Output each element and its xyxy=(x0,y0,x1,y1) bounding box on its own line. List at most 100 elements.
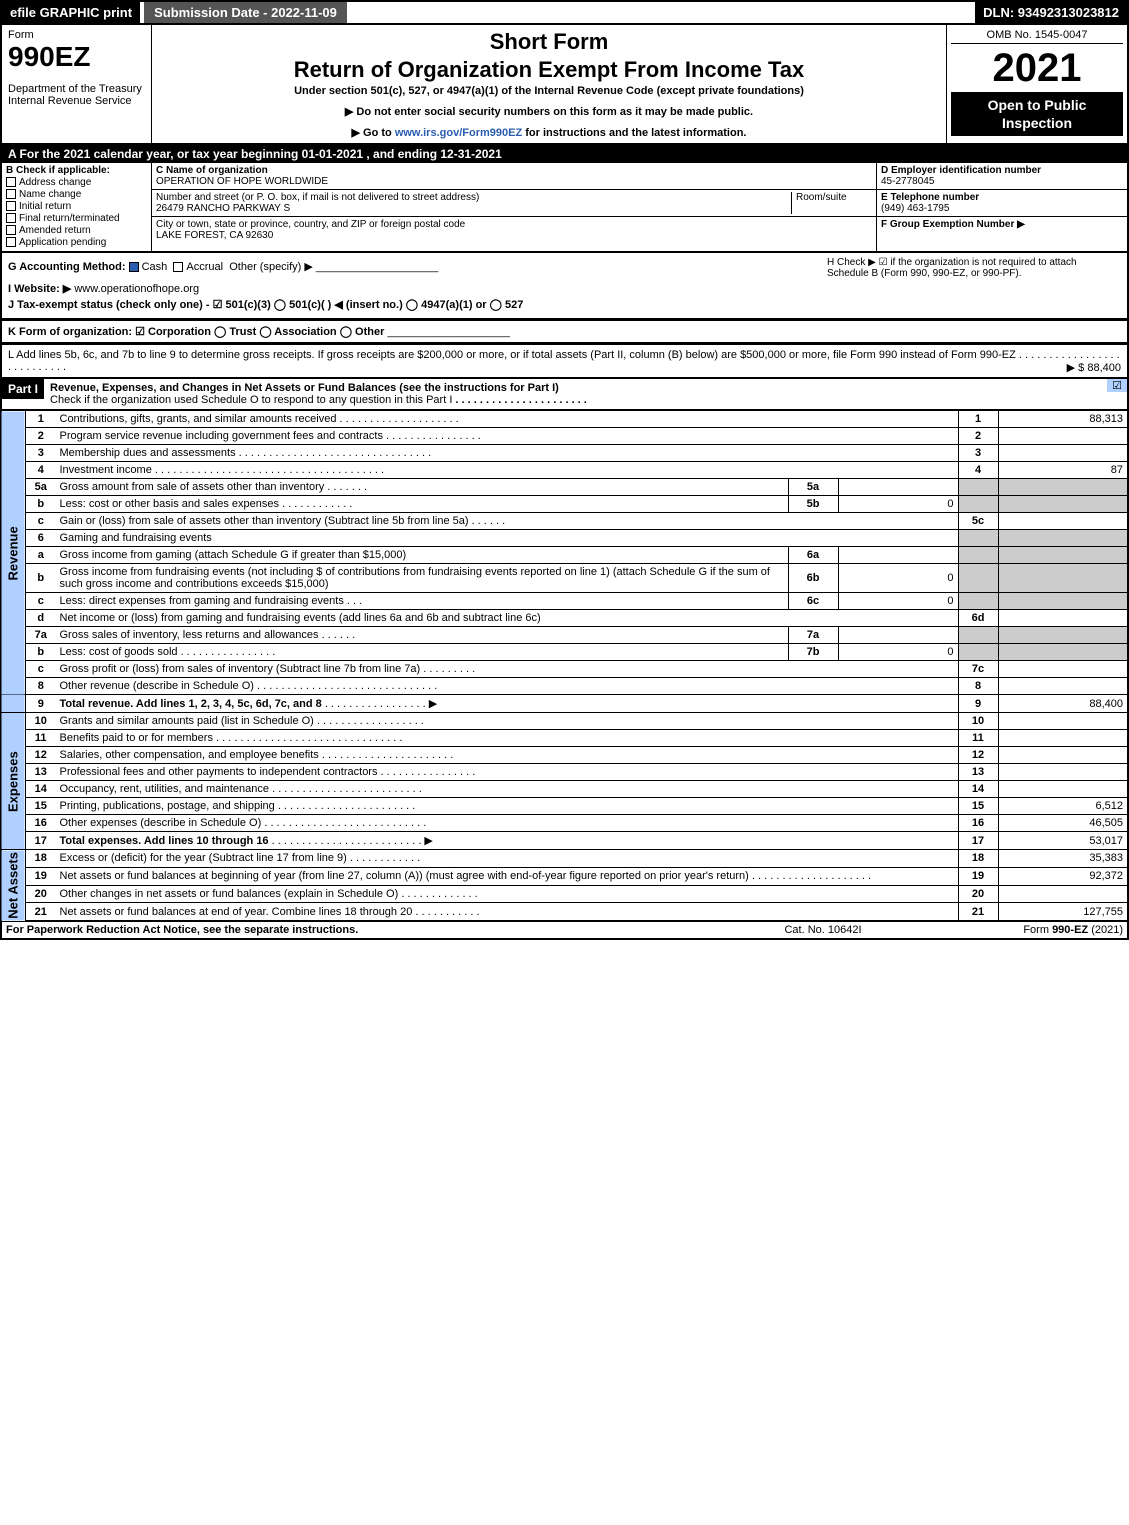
l13-val xyxy=(998,764,1128,781)
cb-final-return[interactable]: Final return/terminated xyxy=(6,213,147,224)
ssn-note: ▶ Do not enter social security numbers o… xyxy=(160,105,938,118)
l6a-val-shaded xyxy=(998,547,1128,564)
inspection-badge: Open to Public Inspection xyxy=(951,92,1123,136)
l6-label-shaded xyxy=(958,530,998,547)
l15-desc: Printing, publications, postage, and shi… xyxy=(56,798,959,815)
l17-num: 17 xyxy=(26,832,56,850)
l6c-num: c xyxy=(26,593,56,610)
footer-left: For Paperwork Reduction Act Notice, see … xyxy=(6,924,723,936)
l18-val: 35,383 xyxy=(998,850,1128,868)
column-def: D Employer identification number 45-2778… xyxy=(877,163,1127,251)
omb-number: OMB No. 1545-0047 xyxy=(951,29,1123,44)
l5b-sub: 5b xyxy=(788,496,838,513)
l17-label: 17 xyxy=(958,832,998,850)
line-l: L Add lines 5b, 6c, and 7b to line 9 to … xyxy=(0,344,1129,379)
line-k: K Form of organization: ☑ Corporation ◯ … xyxy=(0,320,1129,344)
l5c-val xyxy=(998,513,1128,530)
l7c-desc: Gross profit or (loss) from sales of inv… xyxy=(56,661,959,678)
l5a-num: 5a xyxy=(26,479,56,496)
l7a-label-shaded xyxy=(958,627,998,644)
l13-num: 13 xyxy=(26,764,56,781)
f-group-label: F Group Exemption Number ▶ xyxy=(881,219,1025,230)
form-subtitle: Under section 501(c), 527, or 4947(a)(1)… xyxy=(160,85,938,97)
l4-desc: Investment income . . . . . . . . . . . … xyxy=(56,462,959,479)
phone-value: (949) 463-1795 xyxy=(881,203,949,214)
cb-initial-return[interactable]: Initial return xyxy=(6,201,147,212)
footer-right: Form 990-EZ (2021) xyxy=(923,924,1123,936)
cb-address-change[interactable]: Address change xyxy=(6,177,147,188)
org-name: OPERATION OF HOPE WORLDWIDE xyxy=(156,176,328,187)
city-value: LAKE FOREST, CA 92630 xyxy=(156,230,273,241)
l5b-label-shaded xyxy=(958,496,998,513)
l7a-desc: Gross sales of inventory, less returns a… xyxy=(56,627,789,644)
l14-val xyxy=(998,781,1128,798)
l6b-desc: Gross income from fundraising events (no… xyxy=(56,564,789,593)
l6d-desc: Net income or (loss) from gaming and fun… xyxy=(56,610,959,627)
l7b-desc: Less: cost of goods sold . . . . . . . .… xyxy=(56,644,789,661)
l5a-val-shaded xyxy=(998,479,1128,496)
l2-label: 2 xyxy=(958,428,998,445)
irs-link[interactable]: www.irs.gov/Form990EZ xyxy=(395,127,522,139)
city-label: City or town, state or province, country… xyxy=(156,219,465,230)
room-suite-label: Room/suite xyxy=(792,192,872,214)
department-label: Department of the Treasury xyxy=(8,83,145,95)
part1-header: Part I Revenue, Expenses, and Changes in… xyxy=(0,379,1129,411)
l6d-val xyxy=(998,610,1128,627)
l6-desc: Gaming and fundraising events xyxy=(56,530,959,547)
website-link[interactable]: www.operationofhope.org xyxy=(74,283,199,295)
l6a-label-shaded xyxy=(958,547,998,564)
l15-label: 15 xyxy=(958,798,998,815)
l7c-num: c xyxy=(26,661,56,678)
l20-num: 20 xyxy=(26,885,56,903)
form-number: 990EZ xyxy=(8,41,145,73)
l17-desc: Total expenses. Add lines 10 through 16 … xyxy=(56,832,959,850)
l21-label: 21 xyxy=(958,903,998,921)
l1-desc: Contributions, gifts, grants, and simila… xyxy=(56,411,959,428)
form-header: Form 990EZ Department of the Treasury In… xyxy=(0,23,1129,145)
info-block: G Accounting Method: Cash Accrual Other … xyxy=(0,253,1129,320)
l13-desc: Professional fees and other payments to … xyxy=(56,764,959,781)
l6b-num: b xyxy=(26,564,56,593)
l6b-sub: 6b xyxy=(788,564,838,593)
cb-name-change[interactable]: Name change xyxy=(6,189,147,200)
l6d-label: 6d xyxy=(958,610,998,627)
line-h: H Check ▶ ☑ if the organization is not r… xyxy=(821,257,1121,279)
netassets-side-label: Net Assets xyxy=(1,850,26,922)
ein-value: 45-2778045 xyxy=(881,176,934,187)
l7c-val xyxy=(998,661,1128,678)
efile-button[interactable]: efile GRAPHIC print xyxy=(2,2,140,23)
l3-label: 3 xyxy=(958,445,998,462)
l2-num: 2 xyxy=(26,428,56,445)
l11-num: 11 xyxy=(26,730,56,747)
part1-checkbox[interactable]: ☑ xyxy=(1107,379,1127,392)
l10-val xyxy=(998,713,1128,730)
part1-tab: Part I xyxy=(2,379,44,399)
l2-desc: Program service revenue including govern… xyxy=(56,428,959,445)
cb-accrual[interactable] xyxy=(173,262,183,272)
cb-cash[interactable] xyxy=(129,262,139,272)
l8-desc: Other revenue (describe in Schedule O) .… xyxy=(56,678,959,695)
l5c-label: 5c xyxy=(958,513,998,530)
irs-label: Internal Revenue Service xyxy=(8,95,145,107)
gross-receipts: ▶ $ 88,400 xyxy=(1067,361,1121,374)
l15-val: 6,512 xyxy=(998,798,1128,815)
cb-application-pending[interactable]: Application pending xyxy=(6,237,147,248)
cb-amended-return[interactable]: Amended return xyxy=(6,225,147,236)
l19-num: 19 xyxy=(26,867,56,885)
l11-val xyxy=(998,730,1128,747)
l3-desc: Membership dues and assessments . . . . … xyxy=(56,445,959,462)
line-j: J Tax-exempt status (check only one) - ☑… xyxy=(8,298,1121,311)
l8-label: 8 xyxy=(958,678,998,695)
l6c-sub: 6c xyxy=(788,593,838,610)
b-label: B Check if applicable: xyxy=(6,165,110,176)
l12-desc: Salaries, other compensation, and employ… xyxy=(56,747,959,764)
l7b-num: b xyxy=(26,644,56,661)
l6-val-shaded xyxy=(998,530,1128,547)
l5a-subval xyxy=(838,479,958,496)
goto-note: ▶ Go to www.irs.gov/Form990EZ for instru… xyxy=(160,126,938,139)
l1-num: 1 xyxy=(26,411,56,428)
column-b: B Check if applicable: Address change Na… xyxy=(2,163,152,251)
l14-num: 14 xyxy=(26,781,56,798)
org-info-block: B Check if applicable: Address change Na… xyxy=(0,163,1129,253)
l7a-subval xyxy=(838,627,958,644)
